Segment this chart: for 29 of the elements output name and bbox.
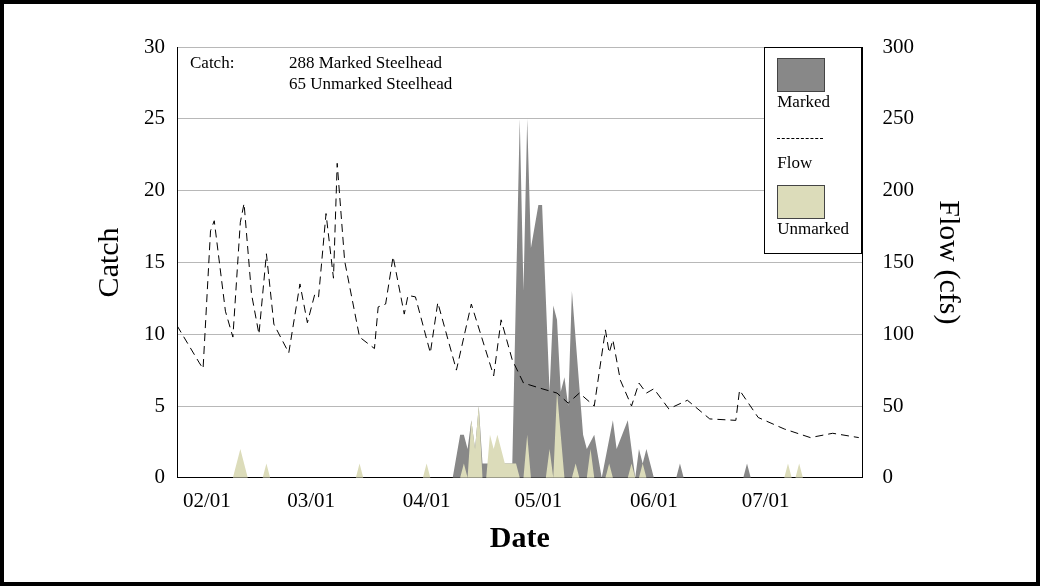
y2-tick-label: 200 (882, 177, 914, 202)
y2-tick-label: 300 (882, 33, 914, 58)
y-tick-label: 30 (144, 33, 165, 58)
y2-tick-label: 150 (882, 248, 914, 273)
y-axis-title: Catch (90, 227, 124, 298)
annotation: 65 Unmarked Steelhead (289, 74, 453, 93)
annotation: Catch: (190, 53, 235, 72)
y-tick-label: 20 (144, 177, 165, 202)
x-tick-label: 02/01 (182, 487, 231, 512)
legend-label: Marked (777, 92, 832, 112)
x-tick-label: 03/01 (287, 487, 336, 512)
y-tick-label: 10 (144, 320, 165, 345)
y-tick-label: 15 (144, 248, 165, 273)
x-tick-label: 04/01 (402, 487, 451, 512)
y2-axis-title: Flow (cfs) (933, 200, 968, 325)
legend-label: Unmarked (777, 219, 849, 239)
y2-tick-label: 50 (882, 392, 904, 417)
y2-tick-label: 250 (882, 105, 914, 130)
y-tick-label: 5 (154, 392, 165, 417)
x-axis-title: Date (489, 519, 550, 553)
x-tick-label: 05/01 (514, 487, 563, 512)
y-tick-label: 0 (154, 464, 165, 489)
y2-tick-label: 0 (882, 464, 893, 489)
annotation: 288 Marked Steelhead (289, 53, 443, 72)
x-tick-label: 07/01 (741, 487, 790, 512)
y2-tick-label: 100 (882, 320, 914, 345)
legend-label: Flow (777, 153, 814, 173)
x-tick-label: 06/01 (629, 487, 678, 512)
y-tick-label: 25 (144, 105, 165, 130)
